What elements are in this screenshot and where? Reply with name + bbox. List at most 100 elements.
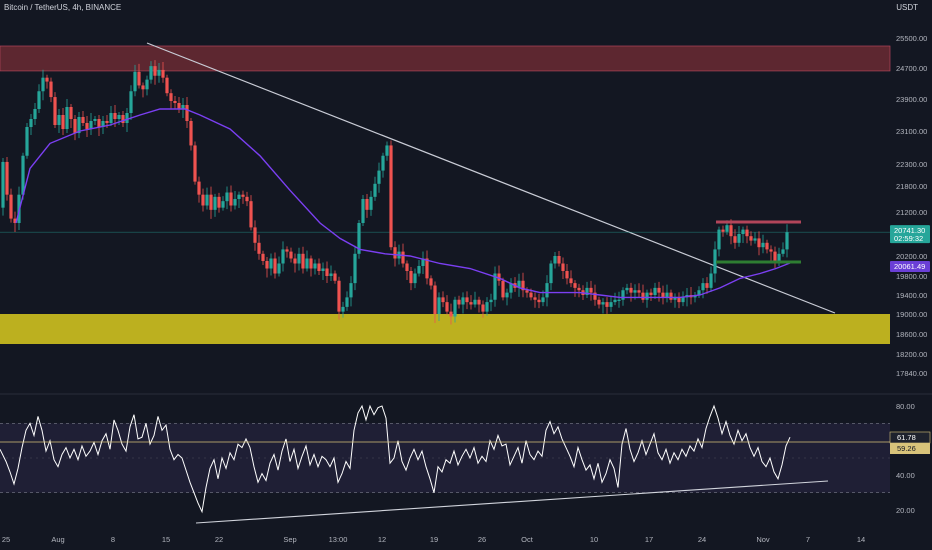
candle-body: [29, 119, 33, 127]
candle-body: [749, 236, 753, 241]
candle-body: [333, 273, 337, 281]
candle-body: [621, 290, 625, 300]
candle-body: [369, 196, 373, 210]
candle-body: [737, 234, 741, 243]
rsi-ascending-trendline: [195, 480, 829, 524]
time-axis-label: 15: [162, 535, 170, 544]
time-axis-label: 22: [215, 535, 223, 544]
candle-body: [37, 91, 41, 109]
candle-body: [329, 273, 333, 276]
candle-body: [25, 127, 29, 156]
candle-body: [577, 287, 581, 291]
candle-body: [89, 121, 93, 129]
candle-body: [533, 297, 537, 300]
candle-body: [633, 290, 637, 293]
candle-body: [393, 247, 397, 259]
candle-body: [69, 107, 73, 119]
candle-body: [745, 229, 749, 237]
rsi-value-label: 61.78: [897, 433, 916, 442]
candle-body: [225, 192, 229, 202]
candle-body: [413, 273, 417, 284]
candle-body: [33, 109, 37, 119]
candle-body: [305, 258, 309, 269]
candle-body: [465, 297, 469, 303]
candle-body: [541, 297, 545, 303]
candle-body: [101, 121, 105, 127]
price-axis-label: 25500.00: [896, 34, 927, 43]
candle-body: [285, 249, 289, 252]
candle-body: [109, 113, 113, 123]
candle-body: [785, 232, 789, 250]
candle-body: [209, 194, 213, 210]
candle-body: [613, 299, 617, 303]
candle-body: [193, 145, 197, 182]
candle-body: [313, 263, 317, 269]
candle-body: [777, 253, 781, 261]
last-price-label: 20741.30: [894, 226, 925, 235]
candle-body: [229, 192, 233, 206]
candle-body: [481, 304, 485, 312]
time-axis-label: 19: [430, 535, 438, 544]
candle-body: [489, 299, 493, 303]
rsi-ma-value-label: 59.26: [897, 444, 916, 453]
candle-body: [717, 229, 721, 250]
candle-body: [401, 251, 405, 264]
candle-body: [45, 77, 49, 82]
candle-body: [77, 117, 81, 134]
candle-body: [653, 287, 657, 295]
ma-value-label: 20061.49: [894, 262, 925, 271]
candle-body: [201, 194, 205, 206]
candle-body: [673, 297, 677, 300]
candle-body: [553, 256, 557, 264]
candle-body: [389, 145, 393, 248]
candle-body: [597, 299, 601, 305]
candle-body: [645, 292, 649, 300]
candle-body: [153, 66, 157, 76]
candle-body: [149, 66, 153, 80]
candle-body: [221, 201, 225, 208]
candle-body: [453, 299, 457, 317]
candle-body: [253, 227, 257, 243]
time-axis-label: 24: [698, 535, 706, 544]
time-axis-label: Oct: [521, 535, 534, 544]
time-axis-label: 10: [590, 535, 598, 544]
candle-body: [765, 242, 769, 250]
candle-body: [141, 85, 145, 90]
candle-body: [97, 119, 101, 127]
candle-body: [337, 280, 341, 312]
candle-body: [661, 292, 665, 298]
candle-body: [205, 194, 209, 206]
candle-body: [117, 115, 121, 119]
candle-body: [709, 273, 713, 288]
currency-label: USDT: [896, 3, 918, 12]
candle-body: [341, 306, 345, 312]
candle-body: [425, 258, 429, 279]
candle-body: [537, 299, 541, 303]
candle-body: [421, 258, 425, 266]
candle-body: [497, 273, 501, 281]
time-axis-label: 17: [645, 535, 653, 544]
candle-body: [713, 249, 717, 274]
candle-body: [241, 194, 245, 197]
candle-body: [677, 297, 681, 303]
candle-body: [309, 258, 313, 269]
candle-body: [601, 302, 605, 305]
rsi-ma-value-box: [890, 443, 930, 454]
candle-body: [457, 299, 461, 305]
candle-body: [257, 242, 261, 254]
time-axis-label: 8: [111, 535, 115, 544]
candle-body: [733, 236, 737, 243]
candle-body: [637, 290, 641, 293]
candle-body: [81, 117, 85, 123]
candle-body: [669, 292, 673, 300]
candle-body: [469, 302, 473, 305]
candle-body: [561, 263, 565, 271]
candle-body: [13, 218, 17, 223]
candle-body: [521, 280, 525, 291]
candle-body: [125, 113, 129, 123]
candle-body: [473, 299, 477, 305]
moving-average-line: [15, 108, 791, 299]
candle-body: [681, 297, 685, 303]
descending-trendline: [146, 42, 836, 314]
